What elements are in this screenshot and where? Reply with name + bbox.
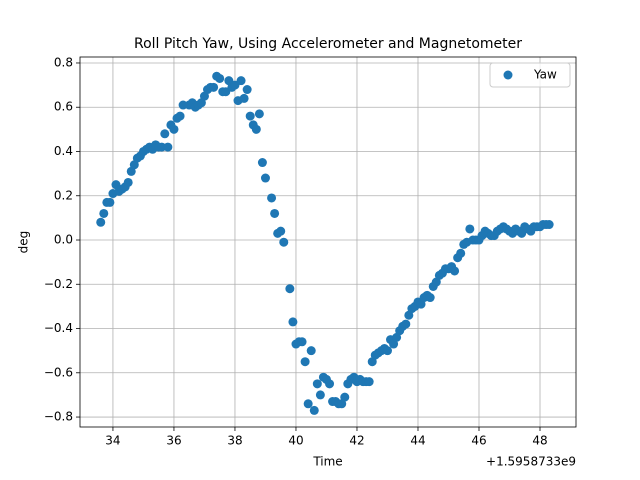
plot-frame	[79, 56, 577, 428]
x-tick-label: 38	[227, 434, 242, 448]
x-tick-label: 46	[471, 434, 486, 448]
x-tick-label: 44	[410, 434, 425, 448]
x-tick-label: 40	[288, 434, 303, 448]
scatter-point	[270, 208, 280, 218]
scatter-point	[99, 208, 109, 218]
scatter-point	[254, 109, 264, 119]
scatter-point	[382, 346, 392, 356]
scatter-point	[544, 220, 554, 230]
x-axis-label: Time	[312, 455, 342, 469]
scatter-point	[465, 224, 475, 234]
scatter-point	[340, 392, 350, 402]
scatter-point	[163, 142, 173, 152]
scatter-point	[276, 226, 286, 236]
y-tick-label: 0.0	[54, 233, 73, 247]
scatter-point	[209, 82, 219, 92]
scatter-point	[456, 248, 466, 258]
scatter-point	[260, 173, 270, 183]
x-offset-text: +1.5958733e9	[486, 455, 576, 469]
scatter-point	[325, 379, 335, 389]
scatter-point	[285, 284, 295, 294]
y-tick-label: 0.6	[54, 100, 73, 114]
scatter-point	[306, 346, 316, 356]
legend-box	[489, 62, 571, 88]
scatter-point	[303, 399, 313, 409]
scatter-point	[175, 111, 185, 121]
scatter-point	[315, 390, 325, 400]
scatter-point	[160, 129, 170, 139]
scatter-point	[267, 193, 277, 203]
scatter-point	[425, 293, 435, 303]
x-tick-label: 36	[166, 434, 181, 448]
scatter-point	[251, 124, 261, 134]
y-tick-label: 0.4	[54, 144, 73, 158]
scatter-point	[300, 357, 310, 367]
scatter-point	[239, 93, 249, 103]
scatter-point	[105, 197, 115, 207]
y-tick-label: −0.8	[44, 410, 73, 424]
scatter-point	[364, 377, 374, 387]
x-tick-label: 48	[532, 434, 547, 448]
x-tick-label: 42	[349, 434, 364, 448]
scatter-point	[279, 237, 289, 247]
y-tick-label: −0.2	[44, 277, 73, 291]
scatter-point	[309, 405, 319, 415]
scatter-point	[257, 158, 267, 168]
scatter-point	[123, 177, 133, 187]
scatter-point	[401, 319, 411, 329]
y-tick-label: −0.6	[44, 365, 73, 379]
scatter-point	[242, 85, 252, 95]
scatter-point	[288, 317, 298, 327]
scatter-point	[450, 266, 460, 276]
scatter-point	[245, 111, 255, 121]
chart-title: Roll Pitch Yaw, Using Accelerometer and …	[134, 36, 522, 52]
scatter-point	[215, 73, 225, 83]
scatter-point	[96, 217, 106, 227]
x-tick-label: 34	[105, 434, 120, 448]
y-tick-label: 0.8	[54, 55, 73, 69]
scatter-point	[169, 124, 179, 134]
y-tick-label: −0.4	[44, 321, 73, 335]
legend-marker	[503, 70, 513, 80]
scatter-point	[236, 76, 246, 86]
y-axis-label: deg	[17, 231, 31, 254]
y-tick-label: 0.2	[54, 188, 73, 202]
scatter-point	[297, 337, 307, 347]
scatter-point	[312, 379, 322, 389]
legend-label: Yaw	[533, 68, 557, 82]
